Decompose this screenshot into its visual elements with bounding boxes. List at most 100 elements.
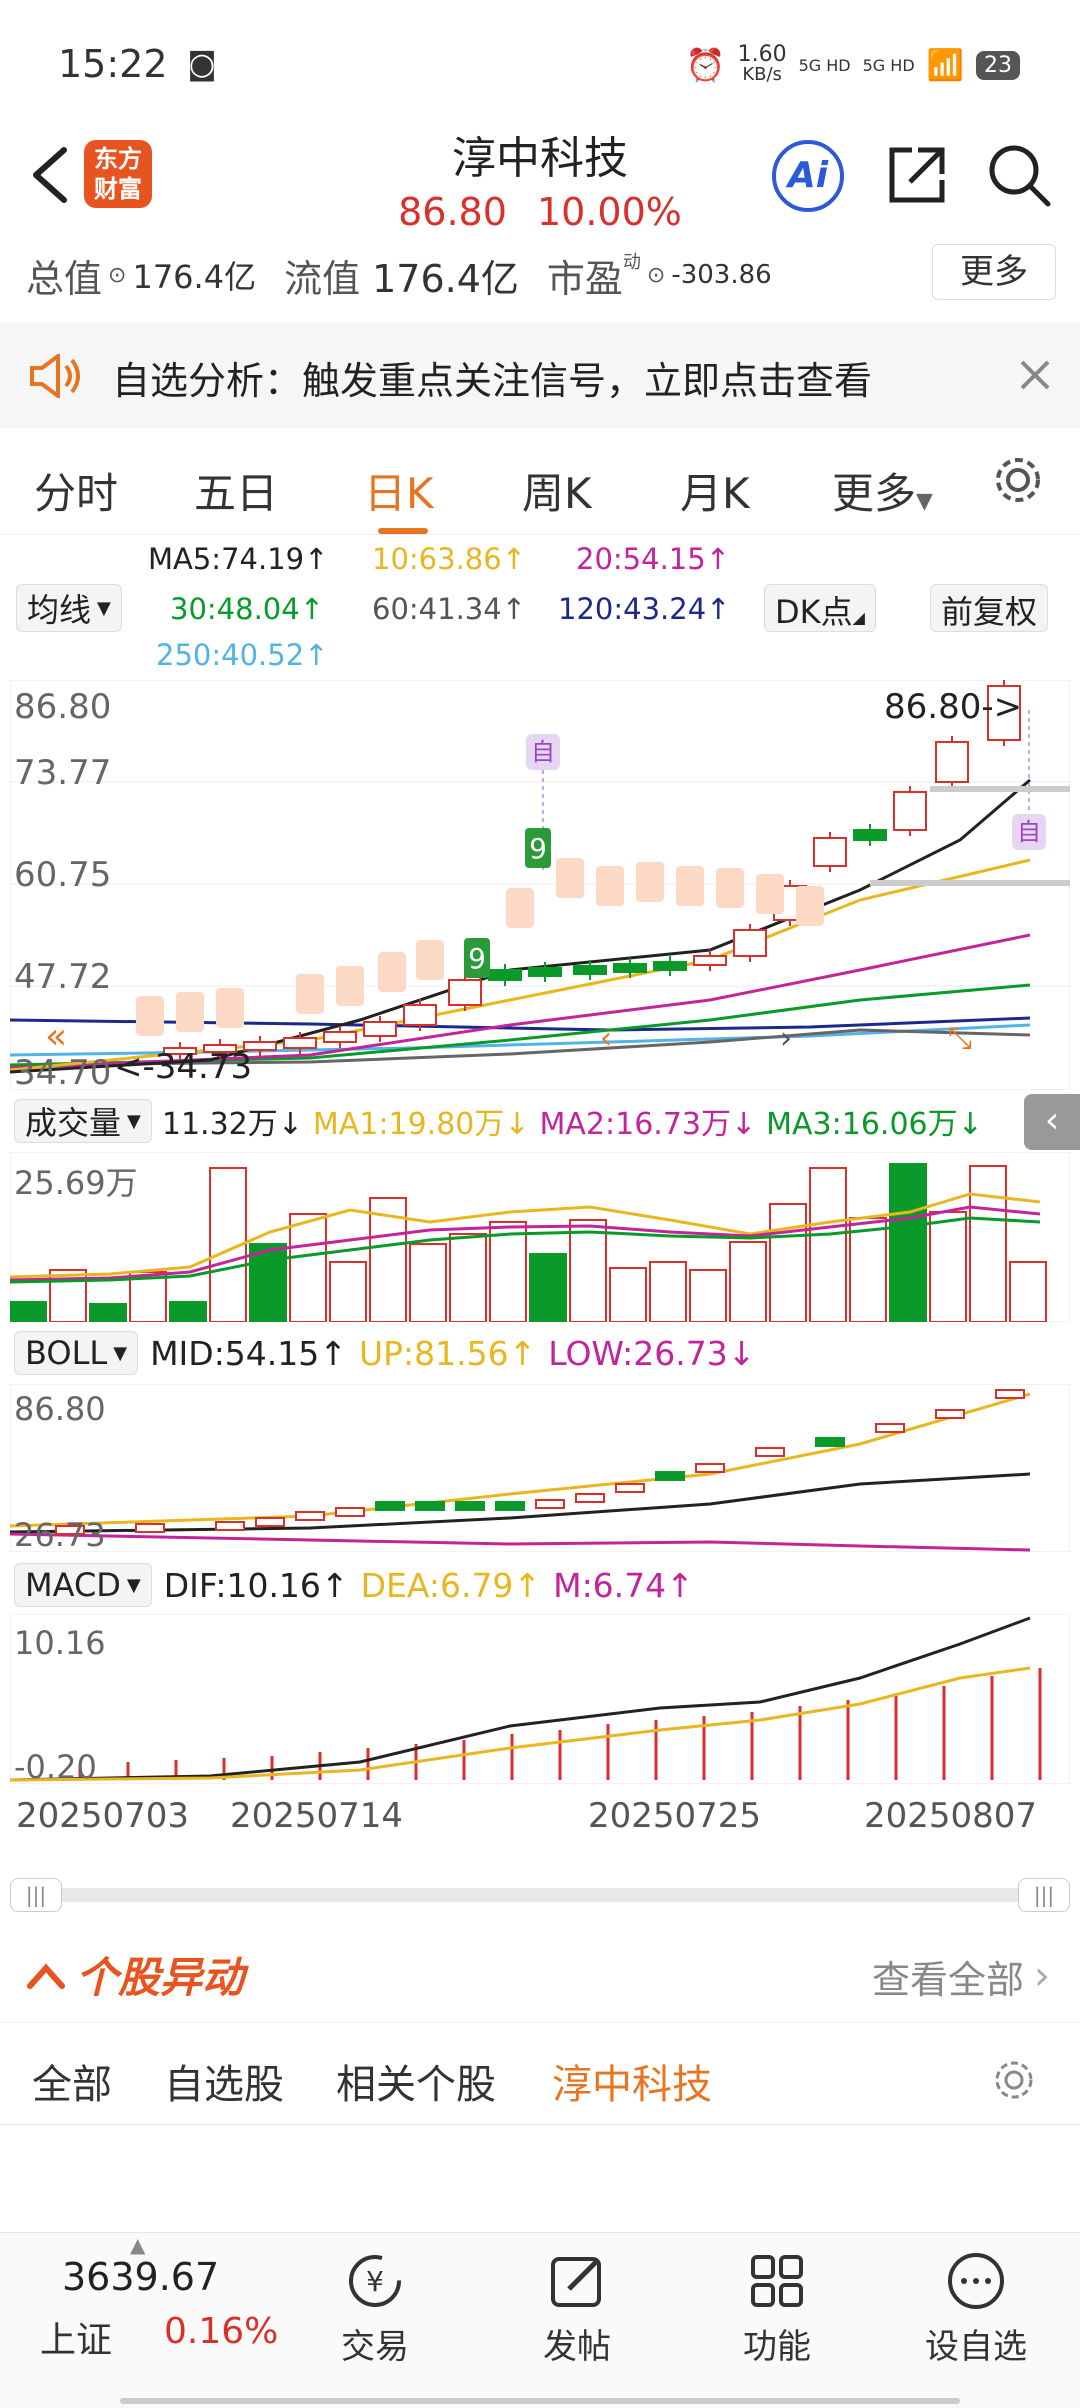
chevron-right-icon[interactable]: › — [780, 1021, 792, 1056]
boll-y-top: 86.80 — [14, 1390, 106, 1428]
zi-tag: 自 — [531, 738, 555, 766]
subtab-watchlist[interactable]: 自选股 — [164, 2062, 284, 2108]
volume-bar — [569, 1219, 607, 1322]
settings-gear-icon[interactable] — [990, 452, 1046, 508]
volume-ma3: MA3:16.06万↓ — [766, 1107, 983, 1142]
y-label: 34.70 — [14, 1053, 111, 1090]
adjust-mode-button[interactable]: 前复权 — [930, 584, 1049, 632]
trade-icon: ¥ — [349, 2255, 401, 2307]
tab-intraday[interactable]: 分时 — [34, 469, 119, 518]
y-label: 73.77 — [14, 753, 111, 793]
boll-selector[interactable]: BOLL ▼ — [14, 1331, 139, 1375]
range-handle-left[interactable]: ||| — [10, 1878, 62, 1912]
subtab-related[interactable]: 相关个股 — [336, 2062, 496, 2108]
ai-button[interactable]: Ai — [772, 140, 844, 212]
share-button[interactable] — [884, 142, 950, 208]
search-button[interactable] — [986, 142, 1052, 208]
home-indicator — [120, 2398, 960, 2404]
analysis-banner[interactable]: 自选分析：触发重点关注信号，立即点击查看 — [0, 322, 1080, 428]
boll-low: LOW:26.73↓ — [548, 1333, 756, 1373]
volume-bar — [289, 1213, 327, 1322]
boll-candle — [135, 1523, 165, 1533]
pe-label: 市盈 — [546, 256, 623, 301]
candle-body — [693, 955, 727, 966]
subtab-current-stock[interactable]: 淳中科技 — [552, 2062, 712, 2108]
candle-body — [987, 685, 1021, 741]
boll-candle — [495, 1501, 525, 1511]
tab-weekly-k[interactable]: 周K — [522, 469, 592, 518]
volume-ma2: MA2:16.73万↓ — [539, 1107, 757, 1142]
movement-tabs: 全部 自选股 相关个股 淳中科技 — [0, 2048, 1080, 2118]
volume-current: 11.32万↓ — [161, 1107, 303, 1142]
dk-point-button[interactable]: DK点◢ — [764, 584, 876, 632]
volume-bar — [969, 1165, 1007, 1322]
subtab-all[interactable]: 全部 — [32, 2062, 112, 2108]
range-handle-right[interactable]: ||| — [1018, 1878, 1070, 1912]
more-stats-button[interactable]: 更多 — [932, 244, 1056, 300]
boll-candle — [55, 1525, 85, 1535]
index-change: 0.16% — [164, 2311, 279, 2352]
candle-body — [403, 1004, 437, 1026]
tab-monthly-k[interactable]: 月K — [680, 469, 750, 518]
count-badge — [336, 966, 364, 1006]
nav-functions[interactable]: 功能 — [732, 2249, 822, 2368]
signal-label-2: 5G HD — [862, 55, 915, 75]
candle-body — [935, 741, 969, 783]
macd-y-top: 10.16 — [14, 1624, 106, 1662]
candle-body — [448, 979, 482, 1006]
chevron-left-icon[interactable]: ‹ — [600, 1021, 612, 1056]
movement-header[interactable]: 个股异动 — [24, 1944, 244, 2004]
dropdown-icon: ▼ — [916, 489, 933, 514]
boll-candle — [295, 1511, 325, 1521]
boll-chart: 86.80 26.73 — [10, 1384, 1070, 1552]
expand-icon[interactable]: ⤡ — [948, 1021, 972, 1056]
nav-post[interactable]: 发帖 — [532, 2249, 622, 2368]
boll-candle — [535, 1499, 565, 1509]
count-badge — [506, 888, 534, 928]
y-label: 86.80 — [14, 687, 111, 727]
candle-body — [363, 1021, 397, 1037]
view-all-link[interactable]: 查看全部 › — [871, 1953, 1050, 2002]
volume-bar — [249, 1243, 287, 1322]
bottom-nav: 3639.67 ▲ 上证 0.16% ¥ 交易 发帖 功能 设自选 — [0, 2232, 1080, 2408]
candle-body — [733, 929, 767, 957]
settings-gear-icon[interactable] — [990, 2056, 1038, 2104]
dropdown-icon: ▼ — [126, 1574, 141, 1596]
status-icons: ⏰ 1.60 KB/s 5G HD 5G HD 📶 23 — [686, 40, 1020, 90]
range-scrollbar[interactable]: ||| ||| — [10, 1878, 1070, 1912]
ma20-line — [10, 933, 1031, 1070]
boll-candle — [655, 1471, 685, 1481]
volume-selector[interactable]: 成交量 ▼ — [14, 1099, 152, 1143]
volume-bar — [809, 1167, 847, 1322]
boll-candle — [815, 1437, 845, 1447]
volume-bar — [689, 1269, 727, 1322]
volume-bar — [649, 1261, 687, 1322]
boll-candle — [455, 1501, 485, 1511]
chevron-up-icon — [27, 1963, 65, 1989]
boll-candle — [255, 1517, 285, 1527]
chevron-up-icon: ▲ — [130, 2233, 146, 2257]
scroll-left-icon[interactable]: « — [45, 1016, 67, 1057]
nav-trade[interactable]: ¥ 交易 — [330, 2249, 420, 2368]
collapse-panel-button[interactable]: ‹ — [1024, 1094, 1080, 1150]
count-badge — [716, 868, 744, 908]
tab-more[interactable]: 更多▼ — [832, 469, 933, 518]
ma-selector[interactable]: 均线 ▼ — [16, 584, 122, 632]
volume-bar — [449, 1233, 487, 1322]
nav-add-watchlist[interactable]: 设自选 — [916, 2249, 1036, 2368]
banner-text: 自选分析：触发重点关注信号，立即点击查看 — [112, 359, 873, 403]
macd-legend: MACD ▼ DIF:10.16↑ DEA:6.79↑ M:6.74↑ — [14, 1562, 694, 1608]
back-button[interactable] — [22, 140, 82, 210]
ma5-line — [10, 778, 1031, 1074]
tab-five-day[interactable]: 五日 — [194, 469, 279, 518]
macd-dea: DEA:6.79↑ — [360, 1565, 542, 1605]
index-value[interactable]: 3639.67 — [62, 2255, 220, 2299]
kline-chart[interactable]: 自 自 9 9 86.80 73.77 60.75 47.72 34.70 86… — [10, 680, 1070, 1090]
stock-price: 86.80 — [398, 190, 507, 234]
close-icon[interactable] — [1018, 358, 1052, 392]
y-label: 60.75 — [14, 855, 111, 895]
boll-candle — [375, 1501, 405, 1511]
zi-tag: 自 — [1017, 818, 1041, 846]
tab-daily-k[interactable]: 日K — [364, 469, 434, 518]
macd-selector[interactable]: MACD ▼ — [14, 1563, 152, 1607]
